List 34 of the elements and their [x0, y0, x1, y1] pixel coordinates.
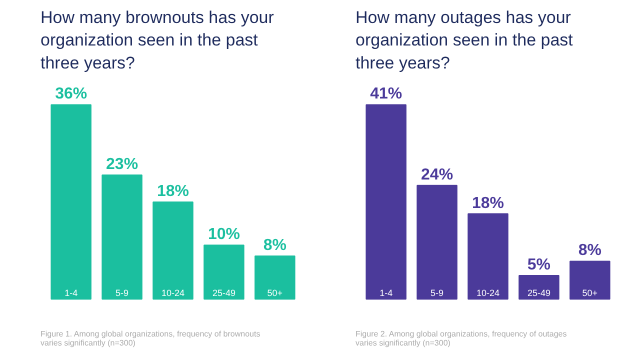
data-label: 23%: [106, 156, 138, 173]
bar: [468, 213, 508, 300]
bar: [570, 260, 610, 300]
data-label: 18%: [156, 182, 190, 200]
caption: Figure 1. Among global organizations, frequency of brownouts varies significantly (n=300): [40, 330, 260, 348]
x-tick-label: 10-24: [476, 288, 500, 298]
bar: [366, 104, 406, 300]
bar: [102, 174, 142, 300]
data-label: 36%: [55, 86, 88, 103]
data-label: 8%: [263, 236, 286, 254]
bar: [204, 244, 244, 300]
bar: [152, 201, 194, 300]
x-tick-label: 10-24: [161, 288, 185, 298]
x-tick-label: 25-49: [527, 288, 550, 298]
data-label: 41%: [370, 86, 402, 103]
x-tick-label: 1-4: [380, 288, 393, 298]
chart-title: How many outages has your organization seen in the past three years?: [356, 8, 574, 72]
bar: [254, 255, 296, 300]
bar: [518, 274, 560, 300]
bar: [416, 184, 458, 300]
data-label: 18%: [472, 194, 504, 212]
data-label: 10%: [208, 226, 240, 244]
data-label: 5%: [527, 256, 551, 274]
x-tick-label: 25-49: [212, 288, 236, 298]
caption: Figure 2. Among global organizations, frequency of outages varies significantly (n=300): [356, 330, 567, 348]
chart-title: How many brownouts has your organization seen in the past three years?: [40, 8, 274, 72]
data-label: 24%: [421, 166, 454, 184]
bar: [50, 104, 92, 300]
x-tick-label: 50+: [582, 288, 598, 298]
data-label: 8%: [578, 242, 602, 260]
x-tick-label: 1-4: [64, 288, 78, 298]
x-tick-label: 5-9: [116, 288, 129, 298]
x-tick-label: 50+: [267, 288, 283, 298]
x-tick-label: 5-9: [430, 288, 444, 298]
